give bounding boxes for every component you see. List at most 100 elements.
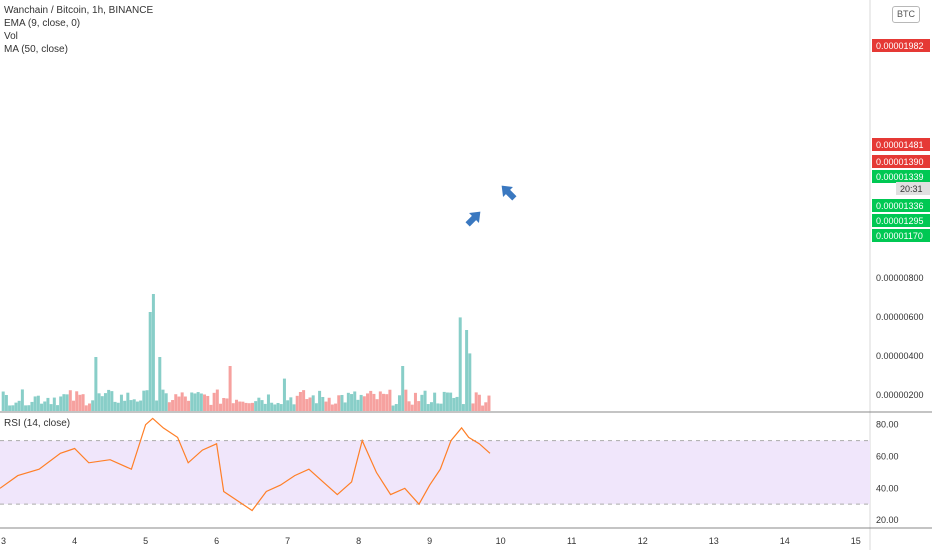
volume-bar (1, 391, 5, 411)
volume-bar (139, 400, 143, 411)
time-axis-label: 7 (285, 536, 290, 546)
volume-bar (43, 401, 47, 411)
volume-bar (17, 400, 21, 411)
volume-bar (343, 402, 347, 411)
volume-bar (158, 357, 162, 411)
volume-bar (196, 392, 200, 411)
rsi-line (0, 417, 491, 512)
volume-bar (391, 405, 395, 411)
price-tag (872, 138, 930, 151)
volume-bar (254, 401, 258, 411)
volume-bar (81, 394, 85, 411)
time-axis-label: 10 (496, 536, 506, 546)
volume-bar (407, 401, 411, 411)
price-tag-label: 0.00001170 (876, 231, 923, 241)
arrow-up-left (501, 185, 517, 201)
volume-bar (167, 402, 171, 411)
volume-bar (113, 401, 117, 411)
volume-bar (123, 400, 127, 411)
time-axis-label: 14 (780, 536, 790, 546)
volume-bar (116, 402, 120, 411)
volume-bar (324, 401, 328, 411)
time-axis-label: 6 (214, 536, 219, 546)
volume-bar (442, 391, 446, 411)
volume-bar (164, 393, 168, 411)
volume-bar (145, 390, 149, 411)
volume-bar (423, 390, 427, 411)
volume-bar (129, 400, 133, 411)
time-axis-label: 8 (356, 536, 361, 546)
price-tag-label: 0.00001390 (876, 157, 924, 167)
ma-indicator-label[interactable]: MA (50, close) (4, 44, 68, 55)
rsi-indicator-label[interactable]: RSI (14, close) (4, 418, 71, 429)
volume-bar (266, 394, 270, 411)
rsi-axis-label: 80.00 (876, 420, 899, 430)
volume-bar (452, 397, 456, 411)
volume-bar (413, 392, 417, 411)
volume-bar (257, 397, 261, 411)
price-tag-label: 0.00001336 (876, 201, 924, 211)
price-axis-label: 0.00000200 (876, 390, 924, 400)
currency-badge[interactable]: BTC (892, 6, 920, 23)
volume-bar (49, 404, 53, 411)
volume-bar (174, 394, 178, 411)
volume-bar (75, 391, 79, 411)
volume-bar (295, 395, 299, 411)
volume-bar (40, 403, 44, 411)
volume-bar (203, 394, 207, 411)
rsi-band (0, 440, 870, 505)
volume-bar (353, 391, 357, 411)
volume-bar (142, 390, 146, 411)
volume-bar (222, 397, 226, 411)
volume-bar (388, 389, 392, 411)
rsi-axis-label: 60.00 (876, 451, 899, 461)
volume-bar (292, 404, 296, 411)
ema-indicator-label[interactable]: EMA (9, close, 0) (4, 18, 81, 29)
volume-bar (449, 392, 453, 411)
volume-bar (250, 402, 254, 411)
arrow-up-right (465, 211, 481, 227)
volume-bar (59, 396, 63, 411)
volume-bar (330, 404, 334, 411)
volume-bar (481, 405, 485, 411)
volume-bar (276, 402, 280, 411)
volume-bar (378, 391, 382, 411)
volume-bar (56, 405, 60, 411)
volume-bar (119, 394, 123, 411)
volume-bar (465, 330, 469, 411)
volume-bar (429, 402, 433, 411)
volume-bar (260, 400, 264, 411)
volume-bar (340, 394, 344, 411)
volume-bar (187, 400, 191, 411)
volume-bar (410, 404, 414, 411)
volume-bar (362, 396, 366, 411)
volume-bar (327, 397, 331, 411)
volume-bar (209, 404, 213, 411)
volume-bar (72, 400, 76, 411)
volume-bar (372, 393, 376, 411)
volume-bar (314, 403, 318, 411)
volume-bar (8, 405, 12, 411)
volume-bar (84, 405, 88, 411)
chart-legend: Wanchain / Bitcoin, 1h, BINANCE EMA (9, … (4, 4, 153, 56)
volume-bar (231, 403, 235, 411)
time-axis-label: 15 (851, 536, 861, 546)
price-tag (872, 170, 930, 183)
volume-indicator-label[interactable]: Vol (4, 31, 18, 42)
volume-bar (24, 405, 28, 411)
price-tag (872, 199, 930, 212)
volume-group (1, 294, 491, 411)
volume-bar (445, 392, 449, 411)
volume-bar (107, 389, 111, 411)
volume-bar (359, 394, 363, 411)
volume-bar (11, 405, 15, 411)
price-tag-label: 0.00001295 (876, 216, 924, 226)
volume-bar (346, 392, 350, 411)
rsi-axis-label: 40.00 (876, 483, 899, 493)
volume-bar (311, 395, 315, 411)
volume-bar (193, 393, 197, 411)
volume-bar (126, 392, 130, 411)
price-tag (872, 39, 930, 52)
volume-bar (238, 401, 242, 411)
